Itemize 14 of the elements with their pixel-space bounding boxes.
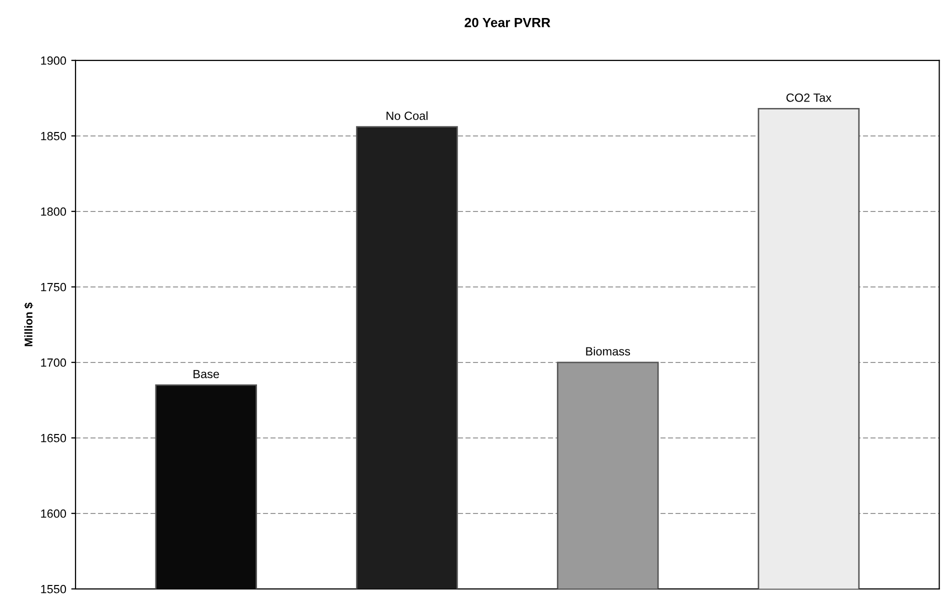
y-tick-label: 1750 — [41, 282, 66, 292]
x-tick-label: CO2 Tax — [786, 93, 832, 102]
x-tick-label: Base — [194, 370, 220, 378]
y-tick-label: 1600 — [41, 509, 66, 518]
x-tick-label: Biomass — [586, 346, 630, 356]
y-tick-label: 1850 — [41, 132, 66, 140]
y-tick-label: 1650 — [41, 434, 66, 442]
chart-title: 20 Year PVRR — [464, 18, 550, 28]
y-axis-title: Million $ — [24, 302, 34, 346]
y-tick-label: 1900 — [41, 56, 66, 65]
y-tick-label: 1800 — [41, 207, 66, 216]
y-tick-label: 1550 — [41, 584, 66, 594]
x-tick-label: No Coal — [386, 111, 428, 120]
y-tick-label: 1700 — [41, 358, 66, 367]
